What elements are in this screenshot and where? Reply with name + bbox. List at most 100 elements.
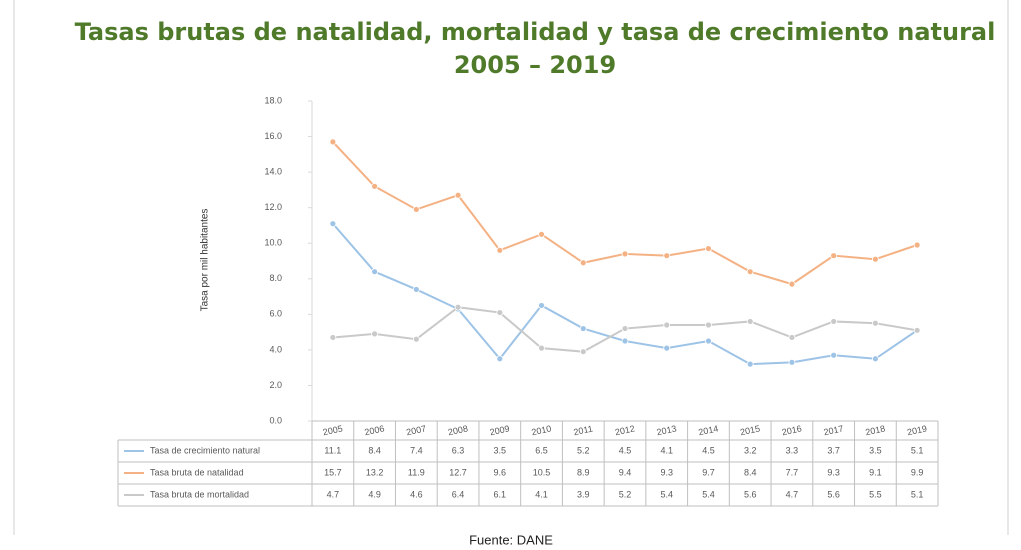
- x-tick-label: 2016: [781, 423, 803, 437]
- table-value: 4.1: [660, 445, 673, 455]
- table-value: 5.1: [911, 489, 924, 499]
- table-value: 3.7: [827, 445, 840, 455]
- table-value: 7.4: [410, 445, 423, 455]
- table-value: 4.5: [702, 445, 715, 455]
- table-value: 3.2: [744, 445, 757, 455]
- table-value: 5.1: [911, 445, 924, 455]
- table-value: 10.5: [533, 467, 551, 477]
- point: [538, 344, 545, 352]
- point: [621, 250, 629, 258]
- point: [579, 348, 587, 356]
- table-value: 9.1: [869, 467, 882, 477]
- series-line: [332, 141, 918, 286]
- table-value: 6.5: [535, 445, 548, 455]
- point: [496, 355, 504, 363]
- table-value: 4.6: [410, 489, 423, 499]
- point: [371, 330, 379, 338]
- chart-subtitle: 2005 – 2019: [454, 51, 616, 79]
- point: [412, 286, 420, 293]
- point: [329, 220, 337, 228]
- y-tick-label: 6.0: [269, 309, 282, 319]
- table-value: 12.7: [449, 467, 467, 477]
- x-tick-label: 2006: [364, 423, 386, 437]
- table-value: 4.1: [535, 489, 548, 499]
- point: [746, 318, 754, 325]
- source: Fuente: DANE: [469, 532, 553, 547]
- point: [663, 321, 671, 329]
- point: [705, 321, 712, 329]
- table-value: 9.4: [619, 467, 632, 477]
- point: [496, 309, 504, 316]
- x-tick-label: 2012: [614, 423, 636, 437]
- x-tick-label: 2010: [531, 423, 553, 437]
- table-value: 3.3: [786, 445, 799, 455]
- table-value: 9.9: [911, 467, 924, 477]
- y-tick-label: 16.0: [264, 131, 282, 141]
- x-tick-label: 2008: [447, 423, 469, 437]
- y-tick-label: 0.0: [269, 415, 282, 425]
- table-value: 15.7: [324, 467, 342, 477]
- table-value: 9.3: [660, 467, 673, 477]
- table-value: 3.9: [577, 489, 590, 499]
- table-value: 5.4: [660, 489, 673, 499]
- point: [371, 268, 379, 276]
- x-tick-label: 2011: [573, 423, 594, 437]
- legend-label: Tasa bruta de natalidad: [150, 467, 244, 477]
- point: [538, 230, 545, 238]
- point: [830, 318, 838, 325]
- point: [788, 358, 796, 366]
- chart-title: Tasas brutas de natalidad, mortalidad y …: [75, 18, 996, 46]
- point: [830, 252, 838, 260]
- x-tick-label: 2018: [864, 423, 886, 437]
- x-tick-label: 2009: [489, 423, 511, 437]
- point: [913, 241, 921, 249]
- point: [621, 337, 629, 345]
- table-value: 9.7: [702, 467, 715, 477]
- table-value: 4.7: [327, 489, 340, 499]
- point: [496, 246, 504, 254]
- y-tick-label: 18.0: [264, 95, 282, 105]
- point: [788, 280, 796, 288]
- table-value: 11.9: [408, 467, 425, 477]
- table-value: 9.3: [827, 467, 840, 477]
- point: [746, 360, 754, 368]
- table-value: 4.7: [786, 489, 799, 499]
- point: [538, 302, 545, 309]
- point: [872, 355, 879, 363]
- table-value: 5.4: [702, 489, 715, 499]
- table-value: 11.1: [324, 445, 341, 455]
- table-value: 5.5: [869, 489, 882, 499]
- table-value: 5.2: [577, 445, 590, 455]
- point: [621, 325, 629, 332]
- table-value: 7.7: [786, 467, 799, 477]
- point: [329, 138, 337, 146]
- y-tick-label: 8.0: [269, 273, 282, 283]
- point: [788, 334, 796, 341]
- point: [705, 337, 712, 345]
- point: [872, 319, 879, 327]
- table-value: 8.4: [744, 467, 757, 477]
- point: [329, 334, 337, 341]
- x-tick-label: 2014: [698, 423, 720, 437]
- x-tick-label: 2007: [405, 423, 427, 437]
- table-value: 6.1: [494, 489, 507, 499]
- table-value: 8.4: [368, 445, 381, 455]
- x-tick-label: 2017: [823, 423, 845, 437]
- point: [579, 259, 587, 267]
- table-value: 6.3: [452, 445, 465, 455]
- y-tick-label: 2.0: [269, 380, 282, 390]
- table-value: 5.6: [744, 489, 757, 499]
- point: [412, 335, 420, 343]
- point: [830, 351, 838, 359]
- point: [412, 206, 420, 213]
- table-value: 4.5: [619, 445, 632, 455]
- table-value: 3.5: [494, 445, 507, 455]
- point: [454, 191, 462, 199]
- table-value: 8.9: [577, 467, 590, 477]
- y-axis-label: Tasa por mil habitantes: [200, 209, 211, 312]
- point: [454, 303, 462, 311]
- table-value: 4.9: [368, 489, 381, 499]
- x-tick-label: 2019: [906, 423, 928, 437]
- y-tick-label: 14.0: [264, 166, 282, 176]
